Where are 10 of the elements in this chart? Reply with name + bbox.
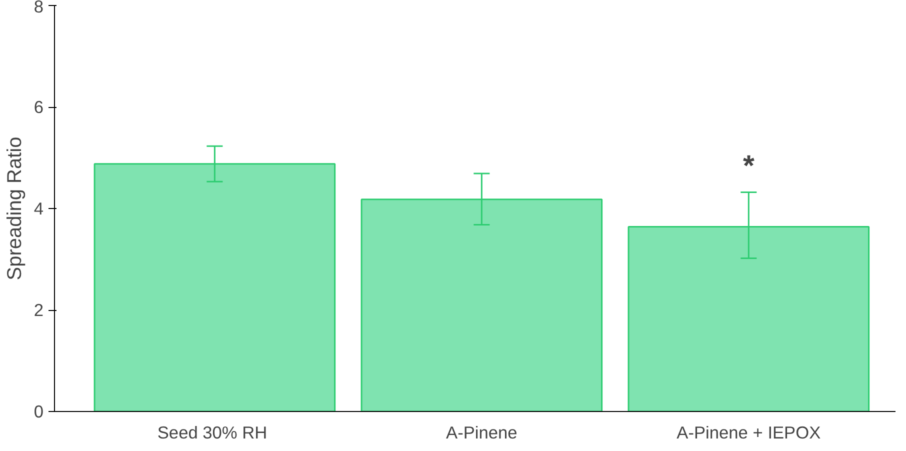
- annotation: *: [742, 149, 755, 182]
- y-tick-label: 0: [34, 402, 44, 422]
- x-tick-label: Seed 30% RH: [157, 422, 268, 442]
- y-tick-label: 4: [34, 198, 44, 218]
- x-tick-label: A-Pinene + IEPOX: [676, 422, 822, 442]
- y-tick-label: 8: [34, 0, 44, 16]
- y-tick-label: 2: [34, 300, 44, 320]
- x-tick-label: A-Pinene: [446, 422, 518, 442]
- y-axis-title: Spreading Ratio: [4, 136, 26, 280]
- y-tick-label: 6: [34, 97, 44, 117]
